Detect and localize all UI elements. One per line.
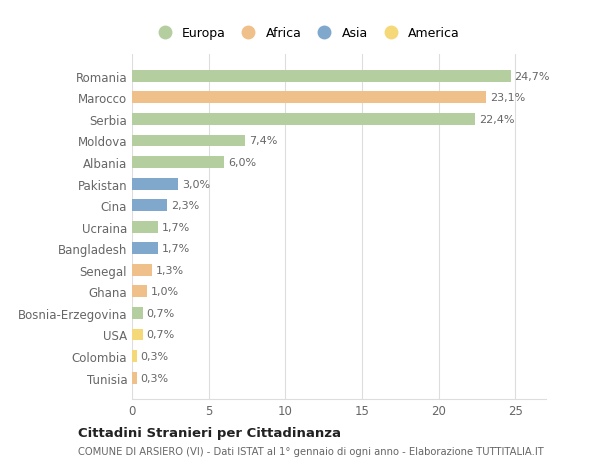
Text: 0,3%: 0,3% <box>140 373 169 383</box>
Bar <box>132 157 224 168</box>
Bar <box>132 243 158 255</box>
Text: 22,4%: 22,4% <box>479 115 515 125</box>
Bar <box>132 92 486 104</box>
Text: 1,7%: 1,7% <box>162 222 190 232</box>
Bar <box>132 372 137 384</box>
Bar <box>132 308 143 319</box>
Text: 0,3%: 0,3% <box>140 351 169 361</box>
Bar <box>132 350 137 362</box>
Legend: Europa, Africa, Asia, America: Europa, Africa, Asia, America <box>148 23 464 44</box>
Text: 2,3%: 2,3% <box>171 201 199 211</box>
Bar <box>132 264 152 276</box>
Text: 6,0%: 6,0% <box>228 158 256 168</box>
Text: 1,3%: 1,3% <box>156 265 184 275</box>
Bar <box>132 71 511 83</box>
Text: 0,7%: 0,7% <box>146 330 175 340</box>
Bar <box>132 135 245 147</box>
Text: 3,0%: 3,0% <box>182 179 210 189</box>
Bar <box>132 329 143 341</box>
Text: Cittadini Stranieri per Cittadinanza: Cittadini Stranieri per Cittadinanza <box>78 426 341 439</box>
Bar <box>132 200 167 212</box>
Bar <box>132 178 178 190</box>
Bar <box>132 114 475 126</box>
Bar <box>132 221 158 233</box>
Text: 1,7%: 1,7% <box>162 244 190 254</box>
Text: 23,1%: 23,1% <box>490 93 525 103</box>
Text: COMUNE DI ARSIERO (VI) - Dati ISTAT al 1° gennaio di ogni anno - Elaborazione TU: COMUNE DI ARSIERO (VI) - Dati ISTAT al 1… <box>78 446 544 456</box>
Bar <box>132 286 148 297</box>
Text: 24,7%: 24,7% <box>515 72 550 82</box>
Text: 1,0%: 1,0% <box>151 287 179 297</box>
Text: 0,7%: 0,7% <box>146 308 175 318</box>
Text: 7,4%: 7,4% <box>250 136 278 146</box>
